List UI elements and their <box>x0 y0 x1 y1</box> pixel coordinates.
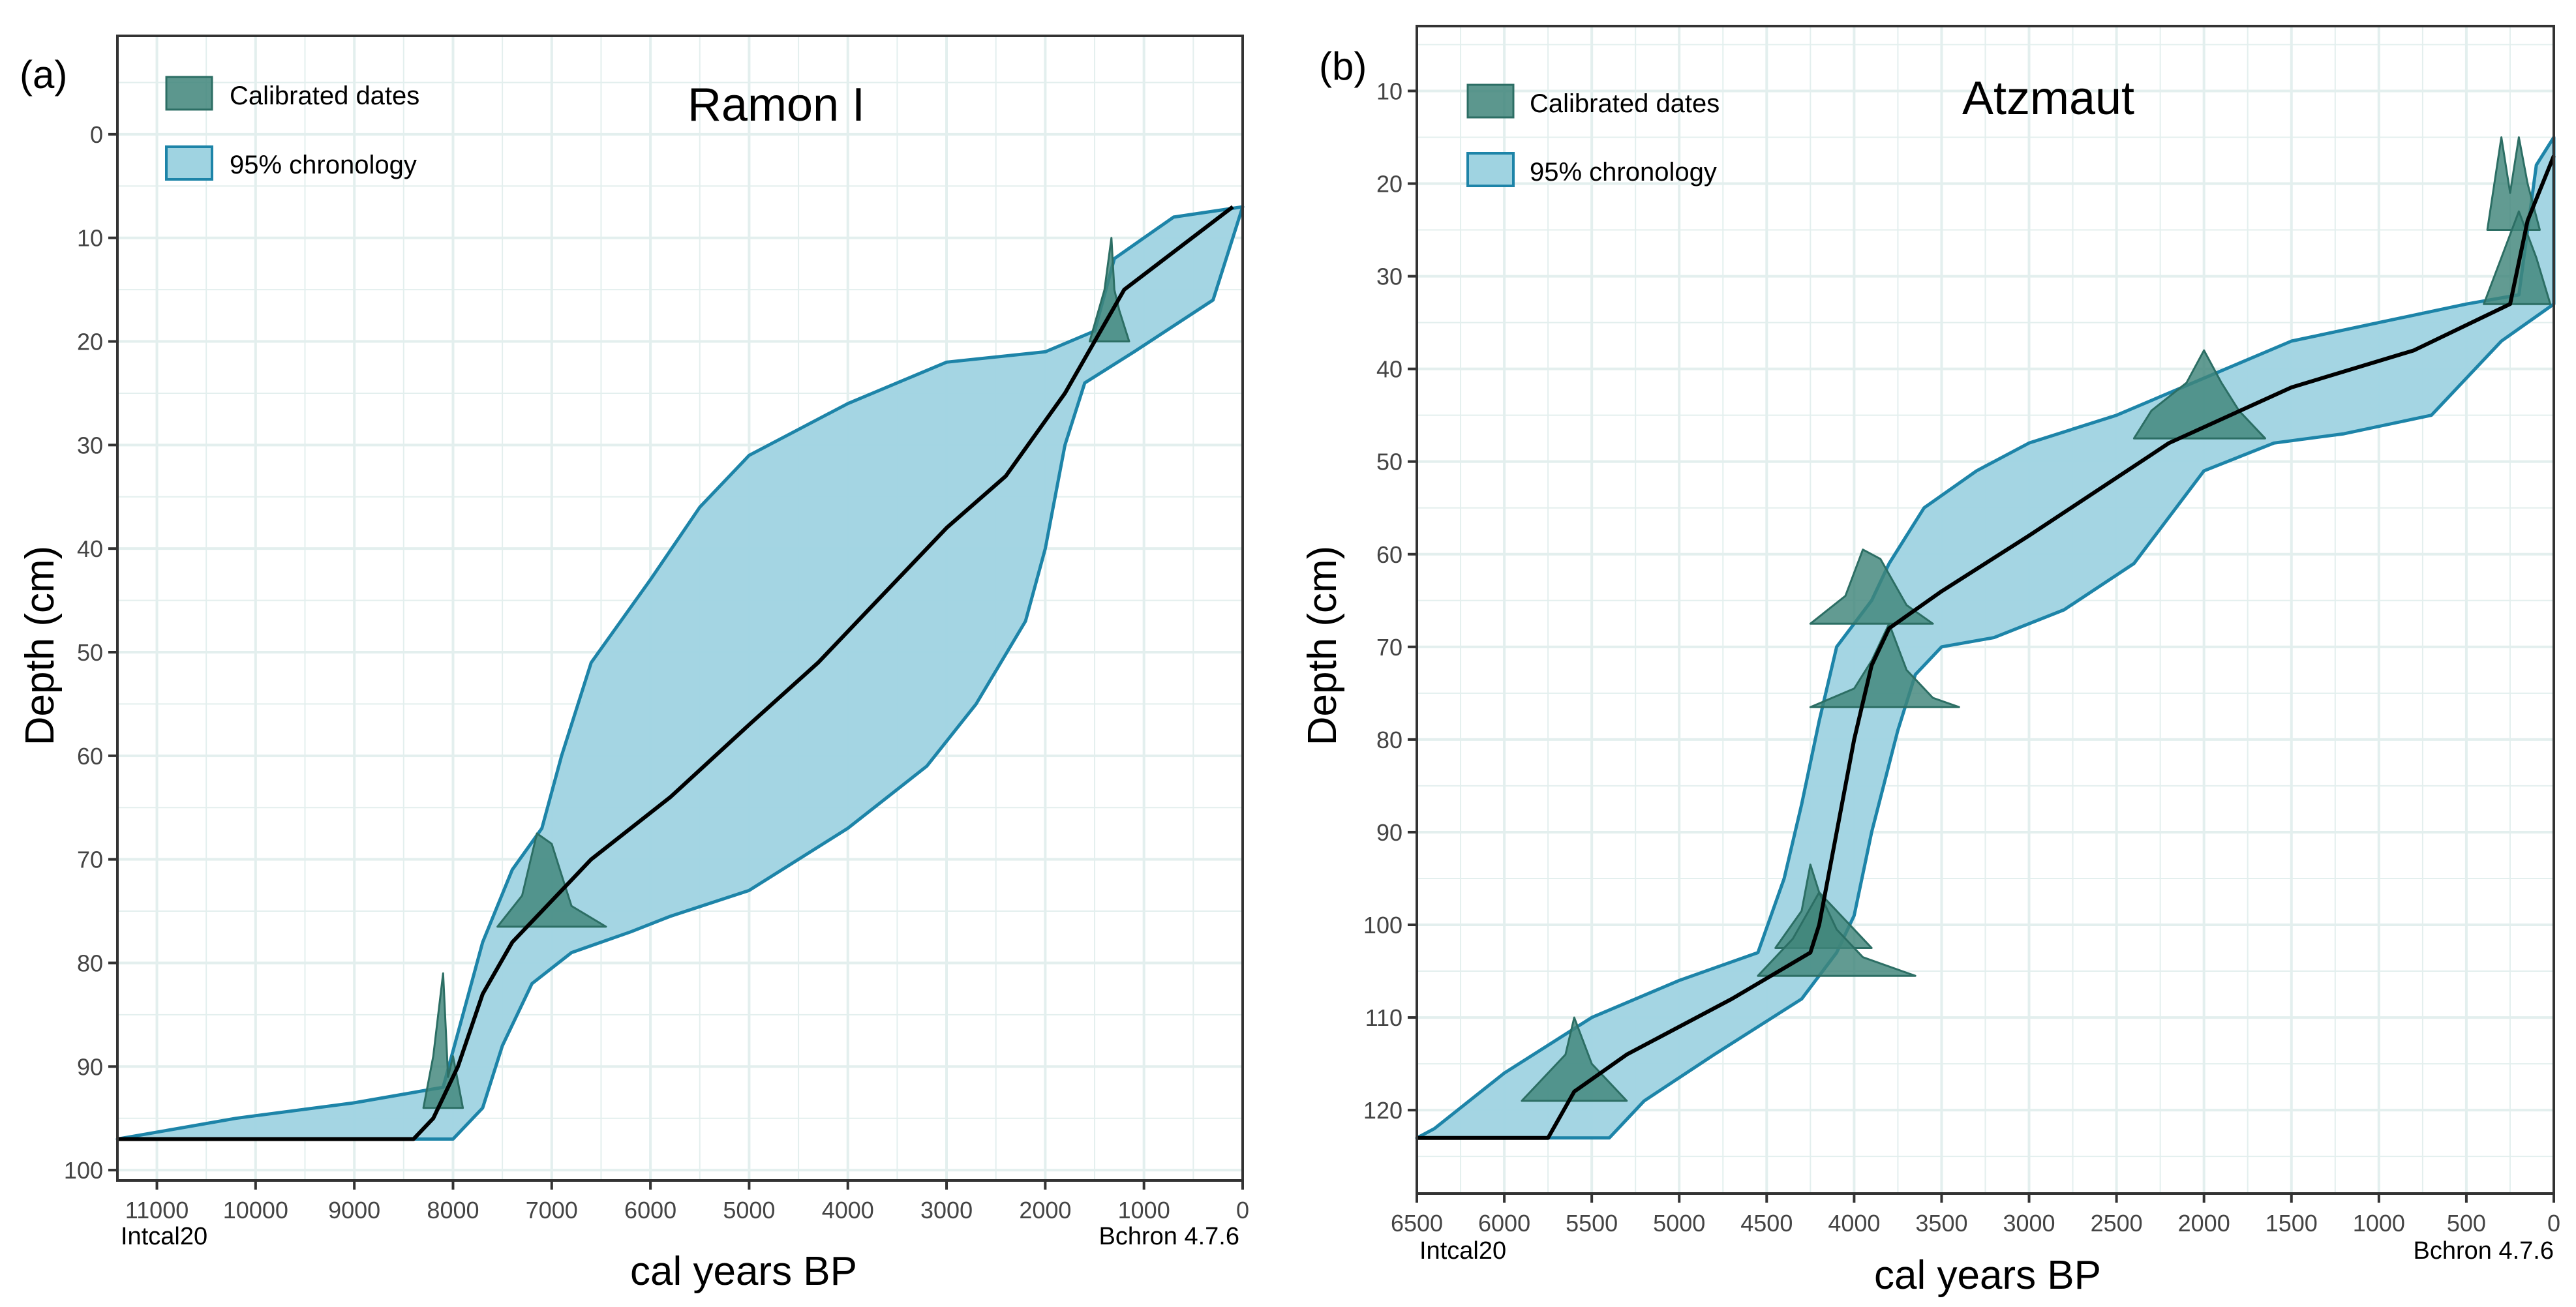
panel-b-plot-frame <box>1416 25 2555 1195</box>
x-tick-label: 10000 <box>223 1197 288 1224</box>
x-tick-label: 7000 <box>526 1197 578 1224</box>
panel-a-legend-band-key <box>165 145 213 181</box>
panel-a: 11000 10000 9000 8000 7000 6000 5000 4000 3000 20… <box>18 35 1249 1294</box>
y-tick-label: 30 <box>1376 263 1402 290</box>
panel-a-legend: Calibrated dates 95% chronology <box>165 76 419 181</box>
x-tick-label: 2000 <box>1019 1197 1071 1224</box>
y-tick-label: 40 <box>77 535 103 562</box>
y-tick-label: 90 <box>77 1053 103 1080</box>
x-tick-label: 1500 <box>2265 1210 2318 1237</box>
panel-b-label: (b) <box>1319 44 1367 88</box>
panel-a-median-group <box>117 205 1234 1141</box>
x-tick-label: 11000 <box>125 1197 189 1224</box>
panel-a-title: Ramon I <box>688 79 865 131</box>
y-tick-label: 30 <box>77 432 103 458</box>
panel-b-x-axis-title: cal years BP <box>1874 1253 2101 1298</box>
panel-b-title: Atzmaut <box>1962 72 2134 125</box>
x-tick-label: 2500 <box>2091 1210 2143 1237</box>
panel-b-y-axis: 10 20 30 40 50 60 70 80 90 100 110 120 <box>1363 78 1417 1124</box>
x-tick-label: 4000 <box>1828 1210 1880 1237</box>
y-tick-label: 110 <box>1365 1004 1402 1031</box>
y-tick-label: 70 <box>1376 634 1402 661</box>
panel-b-legend: Calibrated dates 95% chronology <box>1466 83 1720 187</box>
x-tick-label: 500 <box>2447 1210 2486 1237</box>
x-tick-label: 5500 <box>1566 1210 1618 1237</box>
x-tick-label: 4500 <box>1740 1210 1793 1237</box>
calibrated-date-4 <box>1809 548 1934 625</box>
y-tick-label: 80 <box>1376 727 1402 753</box>
y-tick-label: 10 <box>1376 78 1402 104</box>
panel-b-median-group <box>1417 155 2556 1140</box>
panel-b-bchron-label: Bchron 4.7.6 <box>2414 1237 2554 1265</box>
x-tick-label: 8000 <box>427 1197 479 1224</box>
panel-a-y-axis-title: Depth (cm) <box>18 546 63 746</box>
panel-a-legend-dates-label: Calibrated dates <box>230 82 419 110</box>
y-tick-label: 60 <box>77 743 103 770</box>
panel-a-x-axis: 11000 10000 9000 8000 7000 6000 5000 4000 3000 20… <box>125 1180 1249 1224</box>
panel-a-legend-band-label: 95% chronology <box>230 151 417 179</box>
y-tick-label: 50 <box>1376 449 1402 475</box>
x-tick-label: 1000 <box>2353 1210 2405 1237</box>
y-tick-label: 120 <box>1363 1097 1402 1124</box>
y-tick-label: 60 <box>1376 541 1402 568</box>
x-tick-label: 0 <box>2547 1210 2560 1237</box>
x-tick-label: 6500 <box>1391 1210 1443 1237</box>
y-tick-label: 0 <box>90 121 103 148</box>
y-tick-label: 20 <box>77 329 103 355</box>
panel-b-legend-dates-key <box>1466 83 1515 119</box>
y-tick-label: 20 <box>1376 171 1402 198</box>
panel-b: 6500 6000 5500 5000 4500 4000 3500 3000 2500 2000… <box>1300 25 2560 1298</box>
x-tick-label: 5000 <box>723 1197 775 1224</box>
x-tick-label: 2000 <box>2178 1210 2230 1237</box>
x-tick-label: 6000 <box>1478 1210 1530 1237</box>
x-tick-label: 1000 <box>1118 1197 1170 1224</box>
panel-a-label: (a) <box>20 53 67 97</box>
y-tick-label: 80 <box>77 950 103 976</box>
x-tick-label: 5000 <box>1653 1210 1705 1237</box>
x-tick-label: 0 <box>1236 1197 1249 1224</box>
x-tick-label: 4000 <box>822 1197 874 1224</box>
calibrated-date-8 <box>1521 1016 1628 1102</box>
panel-a-legend-dates-key <box>165 76 213 111</box>
y-tick-label: 70 <box>77 847 103 873</box>
x-tick-label: 3000 <box>2003 1210 2055 1237</box>
x-tick-label: 9000 <box>328 1197 380 1224</box>
panel-b-intcal-label: Intcal20 <box>1419 1237 1506 1265</box>
median-age-line <box>117 205 1234 1141</box>
y-tick-label: 90 <box>1376 819 1402 846</box>
panel-a-x-axis-title: cal years BP <box>630 1249 857 1294</box>
calibrated-date-1 <box>2486 136 2541 231</box>
y-tick-label: 100 <box>64 1157 103 1184</box>
panel-a-y-axis: 0 10 20 30 40 50 60 70 80 90 100 <box>64 121 117 1184</box>
panel-b-y-axis-title: Depth (cm) <box>1300 546 1345 746</box>
panel-b-x-axis: 6500 6000 5500 5000 4500 4000 3500 3000 2500 2000… <box>1391 1194 2560 1237</box>
panel-b-legend-band-key <box>1466 152 1515 187</box>
y-tick-label: 50 <box>77 639 103 666</box>
calibrated-date-2 <box>496 832 607 928</box>
panel-a-bchron-label: Bchron 4.7.6 <box>1099 1223 1239 1250</box>
y-tick-label: 100 <box>1363 912 1402 939</box>
calibrated-date-5 <box>1809 622 1960 708</box>
panel-a-plot-frame <box>116 35 1244 1182</box>
calibrated-date-1 <box>1089 237 1130 342</box>
panel-a-intcal-label: Intcal20 <box>121 1223 207 1250</box>
median-age-line <box>1417 155 2556 1140</box>
y-tick-label: 40 <box>1376 356 1402 383</box>
x-tick-label: 3500 <box>1915 1210 1967 1237</box>
panel-b-legend-band-label: 95% chronology <box>1530 158 1717 187</box>
calibrated-date-7 <box>1757 891 1917 977</box>
y-tick-label: 10 <box>77 225 103 252</box>
x-tick-label: 6000 <box>624 1197 676 1224</box>
x-tick-label: 3000 <box>920 1197 973 1224</box>
panel-b-legend-dates-label: Calibrated dates <box>1530 89 1720 118</box>
calibrated-date-2 <box>2483 210 2552 305</box>
